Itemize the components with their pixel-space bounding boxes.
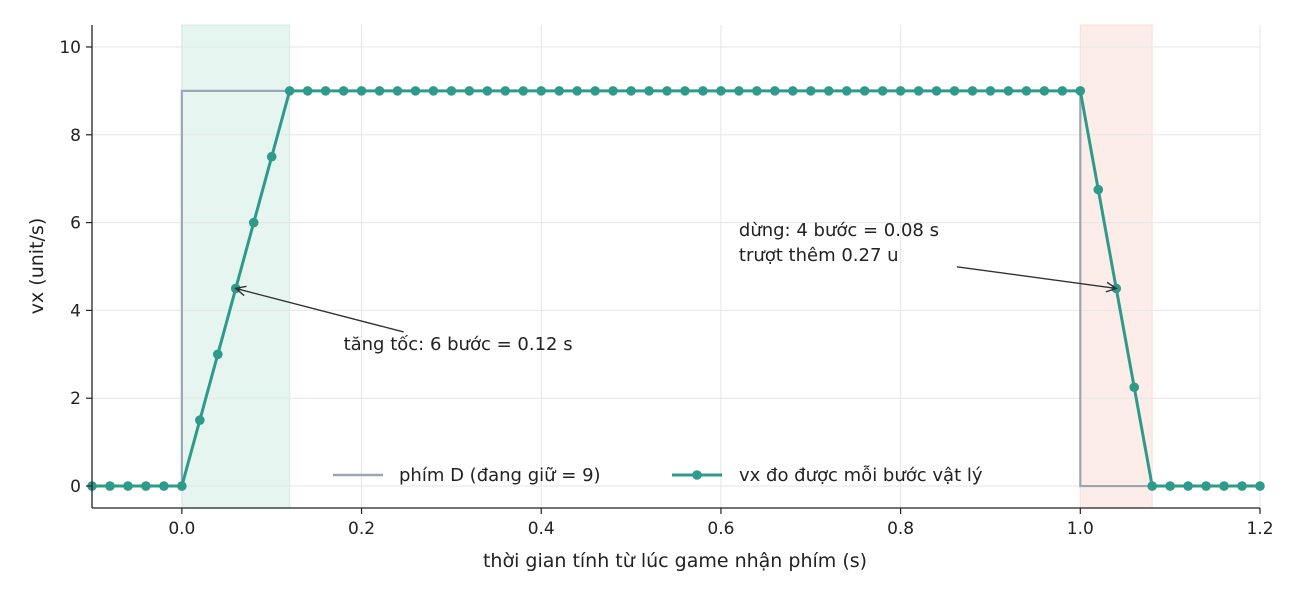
vx-point-25 (536, 86, 547, 96)
vx-point-21 (464, 86, 475, 96)
x-tick-label-0: 0.0 (168, 519, 195, 539)
vx-point-20 (446, 86, 457, 96)
annotation-arrowhead-1 (1105, 281, 1118, 293)
vx-point-30 (626, 86, 636, 96)
shaded-region-0 (181, 24, 291, 509)
y-tick-label-0: 0 (70, 477, 81, 497)
vx-point-6 (195, 415, 205, 425)
vx-point-3 (141, 481, 151, 491)
annotation-text-0: tăng tốc: 6 bước = 0.12 s (344, 334, 573, 355)
axes (91, 25, 1260, 509)
vx-point-45 (895, 86, 906, 96)
vx-point-65 (1255, 481, 1265, 491)
vx-point-22 (482, 86, 493, 96)
shaded-region-1 (1079, 24, 1153, 509)
x-tick-label-6: 1.2 (1246, 519, 1273, 539)
vx-point-16 (374, 86, 385, 96)
vx-point-59 (1147, 481, 1157, 491)
vx-point-50 (985, 86, 996, 96)
vx-point-56 (1093, 184, 1104, 195)
vx-point-26 (554, 86, 564, 96)
annotation-line: trượt thêm 0.27 u (739, 245, 899, 266)
vx-point-53 (1039, 86, 1050, 96)
annotation-arrow-0 (235, 287, 404, 333)
legend-marker-vx (692, 470, 702, 480)
vx-point-12 (302, 86, 313, 96)
annotation-text-1: dừng: 4 bước = 0.08 s trượt thêm 0.27 u (739, 220, 939, 266)
vx-point-64 (1237, 481, 1247, 491)
vx-point-4 (159, 481, 169, 491)
vx-point-9 (248, 217, 259, 228)
vx-point-39 (788, 86, 798, 96)
vx-point-33 (680, 86, 690, 96)
vx-point-23 (500, 86, 511, 96)
vx-point-29 (608, 86, 618, 96)
vx-point-34 (698, 86, 708, 96)
y-tick-label-1: 2 (70, 389, 81, 409)
vx-point-13 (320, 86, 331, 96)
vx-point-11 (284, 86, 295, 96)
annotation-line: dừng: 4 bước = 0.08 s (739, 220, 939, 241)
vx-point-49 (967, 86, 978, 96)
vx-point-47 (931, 86, 942, 96)
vx-point-24 (518, 86, 529, 96)
x-tick-label-3: 0.6 (707, 519, 734, 539)
vx-point-14 (338, 86, 349, 96)
vx-point-58 (1129, 382, 1140, 393)
y-tick-label-3: 6 (70, 214, 81, 234)
x-tick-label-1: 0.2 (348, 519, 375, 539)
vx-point-27 (572, 86, 582, 96)
x-tick-label-5: 1.0 (1067, 519, 1094, 539)
vx-point-40 (805, 86, 816, 96)
y-tick-label-2: 4 (70, 301, 81, 321)
vx-point-18 (410, 86, 421, 96)
vx-point-48 (949, 86, 960, 96)
legend: phím D (đang giữ = 9) vx đo được mỗi bước… (333, 465, 983, 486)
vx-point-60 (1165, 481, 1175, 491)
vx-point-52 (1021, 86, 1032, 96)
vx-point-46 (913, 86, 924, 96)
annotation-arrowhead-0 (234, 285, 247, 297)
vx-point-17 (392, 86, 403, 96)
annotation-line: tăng tốc: 6 bước = 0.12 s (344, 334, 573, 355)
vx-point-51 (1003, 86, 1014, 96)
legend-label-step: phím D (đang giữ = 9) (399, 465, 601, 486)
vx-point-19 (428, 86, 439, 96)
vx-point-31 (644, 86, 654, 96)
vx-point-7 (212, 349, 223, 360)
vx-point-15 (356, 86, 367, 96)
y-tick-label-4: 8 (70, 126, 81, 146)
vx-point-54 (1057, 86, 1068, 96)
x-tick-label-2: 0.4 (528, 519, 555, 539)
y-tick-label-5: 10 (59, 38, 81, 58)
vx-point-2 (123, 481, 133, 491)
series-layer (87, 86, 1265, 491)
vx-point-44 (877, 86, 888, 96)
vx-point-1 (105, 481, 115, 491)
vx-point-61 (1183, 481, 1193, 491)
y-axis-label: vx (unit/s) (26, 218, 48, 314)
x-axis-label: thời gian tính từ lúc game nhận phím (s) (483, 550, 867, 572)
annotation-arrow-1 (956, 266, 1117, 290)
vx-point-35 (716, 86, 726, 96)
vx-point-37 (752, 86, 762, 96)
vx-point-32 (662, 86, 672, 96)
x-tick-label-4: 0.8 (887, 519, 914, 539)
vx-point-63 (1219, 481, 1229, 491)
vx-point-5 (177, 481, 187, 491)
vx-point-28 (590, 86, 600, 96)
vx-point-41 (823, 86, 834, 96)
annotations: tăng tốc: 6 bước = 0.12 s dừng: 4 bước = … (234, 220, 1118, 355)
vx-point-36 (734, 86, 744, 96)
vx-point-55 (1075, 86, 1086, 96)
tick-labels: 0.0 0.2 0.4 0.6 0.8 1.0 1.2 0 2 4 6 8 10 (59, 38, 1273, 539)
legend-label-vx: vx đo được mỗi bước vật lý (739, 465, 983, 486)
vx-point-42 (841, 86, 852, 96)
vx-point-62 (1201, 481, 1211, 491)
vx-point-38 (770, 86, 780, 96)
vx-point-43 (859, 86, 870, 96)
vx-point-10 (266, 151, 277, 162)
shaded-regions (181, 24, 1153, 509)
